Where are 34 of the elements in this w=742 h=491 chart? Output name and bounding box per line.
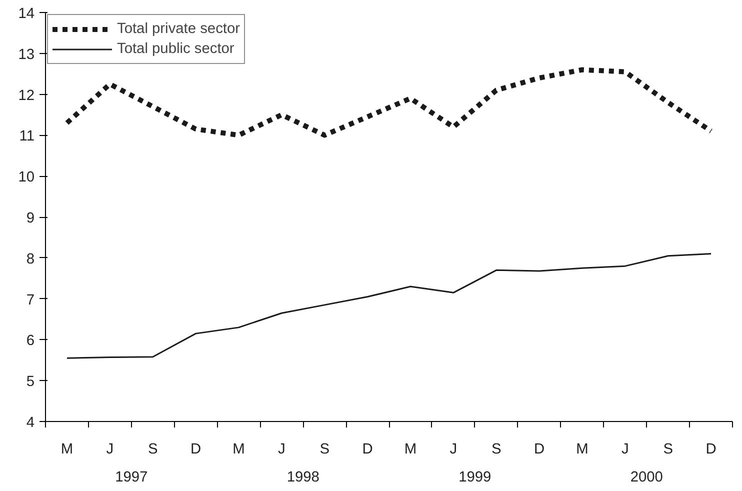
y-tick-label: 14	[18, 6, 35, 22]
y-tick-label: 11	[19, 128, 35, 145]
x-tick-label: D	[190, 442, 202, 458]
x-tick-label: S	[663, 442, 674, 458]
y-tick-label: 10	[18, 170, 35, 186]
x-tick-label: D	[362, 442, 373, 458]
text: 1999	[458, 470, 492, 486]
y-tick-label: 12	[18, 88, 35, 104]
text: 1997	[115, 470, 148, 486]
y-tick-label: 9	[26, 210, 35, 226]
text: 2000	[630, 470, 663, 486]
x-tick-label: M	[404, 442, 417, 458]
y-tick-label: 5	[26, 374, 35, 390]
y-tick-label: 13	[18, 46, 35, 63]
x-tick-label: S	[148, 442, 158, 458]
legend-label: Total public sector	[117, 41, 234, 57]
legend-label: Total private sector	[117, 21, 240, 37]
text: 1998	[286, 470, 320, 486]
x-tick-label: D	[534, 442, 545, 458]
line-series	[66, 253, 712, 359]
y-tick-label: 7	[26, 292, 35, 308]
y-tick-label: 8	[26, 251, 35, 268]
x-tick-label: J	[450, 442, 458, 458]
x-tick-label: S	[491, 442, 502, 458]
x-tick-label: J	[106, 442, 114, 458]
x-tick-label: M	[60, 442, 74, 458]
y-tick-label: 6	[26, 333, 35, 350]
x-tick-label: S	[320, 442, 330, 458]
x-tick-label: J	[621, 442, 629, 458]
x-tick-label: M	[576, 442, 588, 458]
x-tick-label: J	[278, 442, 286, 458]
x-tick-label: D	[706, 442, 716, 458]
x-tick-label: M	[232, 442, 245, 458]
y-tick-label: 4	[26, 415, 35, 431]
